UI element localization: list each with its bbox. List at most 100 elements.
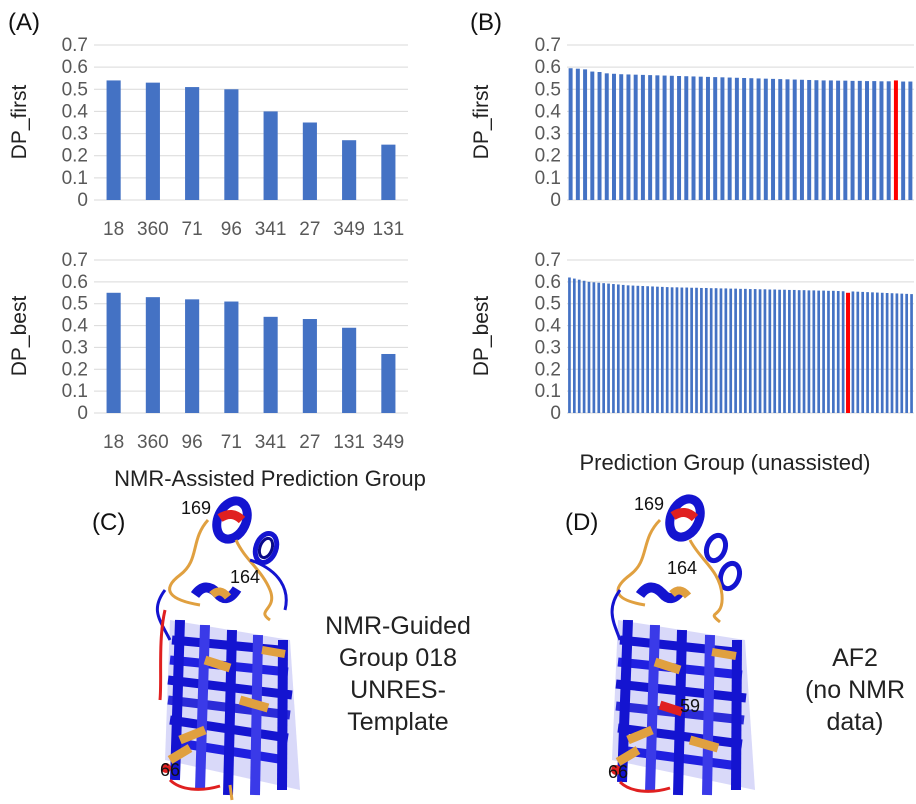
bar <box>685 287 689 413</box>
y-tick-label: 0.3 <box>62 124 88 145</box>
y-tick-label: 0.2 <box>535 146 561 167</box>
bar <box>857 80 862 200</box>
bar <box>604 73 609 200</box>
bar <box>602 283 605 413</box>
bar <box>797 290 801 413</box>
bar <box>577 279 581 413</box>
bar <box>822 290 825 413</box>
protein-structure-d <box>610 494 755 796</box>
bar <box>106 80 121 200</box>
y-tick-label: 0 <box>77 190 88 211</box>
bar <box>619 74 624 200</box>
bar <box>814 80 819 200</box>
bar <box>640 74 645 200</box>
bar <box>807 290 811 413</box>
bar <box>719 288 723 413</box>
caption-d-line-1: AF2 <box>832 644 878 672</box>
caption-c-line-2: Group 018 <box>339 644 457 672</box>
x-axis-label-right: Prediction Group (unassisted) <box>579 450 870 475</box>
bar <box>828 80 833 200</box>
bar <box>582 280 586 413</box>
bar <box>705 76 710 200</box>
bar <box>612 284 615 413</box>
residue-label-d-59: 59 <box>680 696 700 716</box>
bar <box>901 81 906 200</box>
bar <box>656 286 659 413</box>
bar <box>641 286 645 413</box>
bar <box>633 74 638 200</box>
bar <box>626 285 630 413</box>
x-tick-label: 360 <box>137 432 169 453</box>
bar <box>802 290 806 413</box>
x-tick-label: 349 <box>373 432 405 453</box>
x-tick-label: 360 <box>137 219 169 240</box>
y-tick-label: 0.3 <box>62 337 88 358</box>
y-tick-label: 0.1 <box>535 168 561 189</box>
y-tick-label: 0.3 <box>535 337 561 358</box>
bar <box>651 286 654 413</box>
panel-label-d: (D) <box>565 509 598 536</box>
bar <box>342 140 357 200</box>
x-tick-label: 71 <box>182 219 203 240</box>
bar <box>592 282 596 413</box>
bar <box>263 316 278 413</box>
bar <box>381 353 396 413</box>
bar <box>263 111 278 200</box>
panel-label-a: (A) <box>8 9 40 36</box>
bar <box>900 293 904 413</box>
bar <box>677 76 682 200</box>
y-tick-label: 0.2 <box>62 359 88 380</box>
bar <box>756 78 761 200</box>
y-tick-label: 0.4 <box>62 316 89 337</box>
bar <box>575 68 580 200</box>
bar <box>905 293 909 413</box>
bar <box>612 73 616 200</box>
bar <box>665 287 669 413</box>
bar <box>742 77 747 200</box>
bar <box>684 76 689 200</box>
x-tick-label: 18 <box>103 432 124 453</box>
bar <box>768 289 772 413</box>
y-tick-label: 0.5 <box>62 79 88 100</box>
bar <box>224 89 239 200</box>
x-tick-label: 71 <box>221 432 242 453</box>
bar <box>812 290 816 413</box>
bar <box>698 76 703 200</box>
bar <box>695 287 698 413</box>
bar <box>871 292 874 413</box>
y-tick-label: 0.5 <box>535 79 561 100</box>
bar <box>749 78 754 200</box>
bar <box>778 289 781 413</box>
bar <box>704 287 708 413</box>
bar <box>302 122 317 200</box>
bar <box>821 80 826 200</box>
chart-b-dp-first: 00.10.20.30.40.50.60.7 DP_first <box>470 35 914 211</box>
bar <box>607 283 610 413</box>
bar <box>843 80 848 200</box>
bar <box>583 69 588 200</box>
bar <box>836 291 840 413</box>
bar <box>616 284 620 413</box>
bar <box>744 288 747 413</box>
residue-label-d-169: 169 <box>634 494 664 514</box>
bar <box>880 292 884 413</box>
protein-structure-c <box>155 496 300 801</box>
bar <box>792 79 797 200</box>
y-tick-label: 0.7 <box>535 35 561 56</box>
y-tick-label: 0.2 <box>62 146 88 167</box>
bar <box>788 289 791 413</box>
residue-label-d-66: 66 <box>608 762 628 782</box>
bar <box>597 72 602 200</box>
y-tick-label: 0.7 <box>62 35 88 56</box>
y-tick-label: 0.5 <box>535 294 561 315</box>
bar <box>827 290 830 413</box>
bar <box>662 75 667 200</box>
bar <box>895 293 899 413</box>
bar <box>675 287 679 413</box>
y-tick-label: 0.7 <box>62 250 88 271</box>
bar <box>729 288 733 413</box>
bar <box>739 288 742 413</box>
y-axis-label: DP_best <box>470 296 493 377</box>
y-tick-label: 0.6 <box>62 57 88 78</box>
bar <box>908 81 913 200</box>
